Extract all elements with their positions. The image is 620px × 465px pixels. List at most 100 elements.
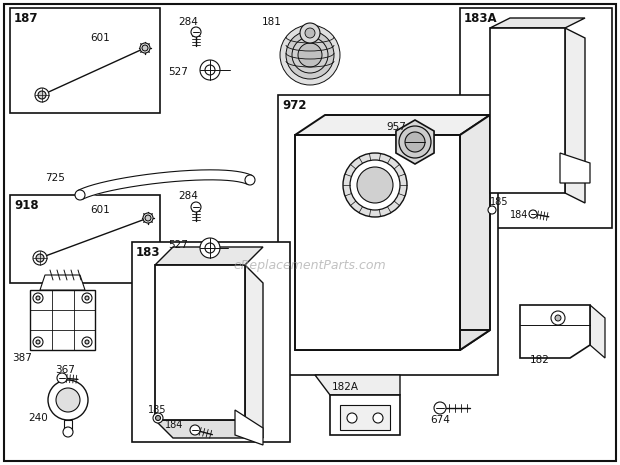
Bar [132, 242, 290, 442]
Circle shape [56, 388, 80, 412]
Circle shape [300, 23, 320, 43]
Polygon shape [295, 135, 460, 350]
Bar [278, 95, 498, 375]
Circle shape [555, 315, 561, 321]
Circle shape [145, 215, 151, 221]
Text: 957: 957 [386, 122, 406, 132]
Polygon shape [330, 395, 400, 435]
Circle shape [156, 416, 161, 420]
Circle shape [33, 251, 47, 265]
Circle shape [405, 132, 425, 152]
Text: 183A: 183A [464, 12, 498, 25]
Text: 601: 601 [90, 33, 110, 43]
Circle shape [36, 340, 40, 344]
Polygon shape [565, 28, 585, 203]
Circle shape [305, 28, 315, 38]
Polygon shape [155, 265, 245, 420]
Polygon shape [340, 405, 390, 430]
Polygon shape [490, 28, 565, 193]
Text: 184: 184 [510, 210, 528, 220]
Text: 181: 181 [262, 17, 282, 27]
Text: 284: 284 [178, 191, 198, 201]
Circle shape [36, 254, 44, 262]
Bar [460, 8, 612, 228]
Circle shape [82, 337, 92, 347]
Polygon shape [78, 170, 252, 199]
Circle shape [280, 25, 340, 85]
Circle shape [292, 37, 328, 73]
Circle shape [85, 296, 89, 300]
Text: 284: 284 [178, 17, 198, 27]
Circle shape [529, 210, 537, 218]
Polygon shape [235, 410, 263, 445]
Circle shape [63, 427, 73, 437]
Circle shape [488, 206, 496, 214]
Circle shape [191, 202, 201, 212]
Text: 527: 527 [168, 67, 188, 77]
Circle shape [140, 43, 150, 53]
Circle shape [48, 380, 88, 420]
Polygon shape [295, 330, 490, 350]
Circle shape [153, 413, 163, 423]
Polygon shape [590, 305, 605, 358]
Circle shape [205, 243, 215, 253]
Circle shape [399, 126, 431, 158]
Circle shape [35, 88, 49, 102]
Circle shape [33, 337, 43, 347]
Text: 187: 187 [14, 12, 38, 25]
Text: 387: 387 [12, 353, 32, 363]
Polygon shape [40, 275, 85, 290]
Text: 182: 182 [530, 355, 550, 365]
Circle shape [82, 293, 92, 303]
Bar [10, 8, 160, 113]
Polygon shape [490, 18, 585, 28]
Text: 185: 185 [148, 405, 167, 415]
Text: 367: 367 [55, 365, 75, 375]
Text: eReplacementParts.com: eReplacementParts.com [234, 259, 386, 272]
Polygon shape [64, 420, 72, 432]
Polygon shape [560, 153, 590, 183]
Text: 918: 918 [14, 199, 38, 212]
Text: 185: 185 [490, 197, 508, 207]
Circle shape [85, 340, 89, 344]
Text: 182A: 182A [332, 382, 358, 392]
Text: 527: 527 [168, 240, 188, 250]
Text: 674: 674 [430, 415, 450, 425]
Circle shape [143, 213, 153, 223]
Circle shape [200, 60, 220, 80]
Polygon shape [520, 305, 590, 358]
Text: 183: 183 [136, 246, 161, 259]
Polygon shape [460, 115, 490, 350]
Circle shape [347, 413, 357, 423]
Polygon shape [295, 115, 490, 135]
Text: 601: 601 [90, 205, 110, 215]
Circle shape [551, 311, 565, 325]
Text: 240: 240 [28, 413, 48, 423]
Polygon shape [30, 290, 95, 350]
Circle shape [191, 27, 201, 37]
Circle shape [286, 31, 334, 79]
Circle shape [434, 402, 446, 414]
Text: 972: 972 [282, 99, 306, 112]
Circle shape [357, 167, 393, 203]
Circle shape [57, 373, 67, 383]
Text: 184: 184 [165, 420, 184, 430]
Text: 725: 725 [45, 173, 65, 183]
Bar [10, 195, 160, 283]
Polygon shape [155, 247, 263, 265]
Polygon shape [315, 375, 400, 395]
Circle shape [298, 43, 322, 67]
Polygon shape [155, 420, 263, 438]
Circle shape [200, 238, 220, 258]
Circle shape [36, 296, 40, 300]
Circle shape [38, 91, 46, 99]
Circle shape [190, 425, 200, 435]
Circle shape [343, 153, 407, 217]
Circle shape [350, 160, 400, 210]
Circle shape [75, 190, 85, 200]
Circle shape [142, 45, 148, 51]
Circle shape [205, 65, 215, 75]
Polygon shape [245, 265, 263, 438]
Circle shape [245, 175, 255, 185]
Polygon shape [396, 120, 434, 164]
